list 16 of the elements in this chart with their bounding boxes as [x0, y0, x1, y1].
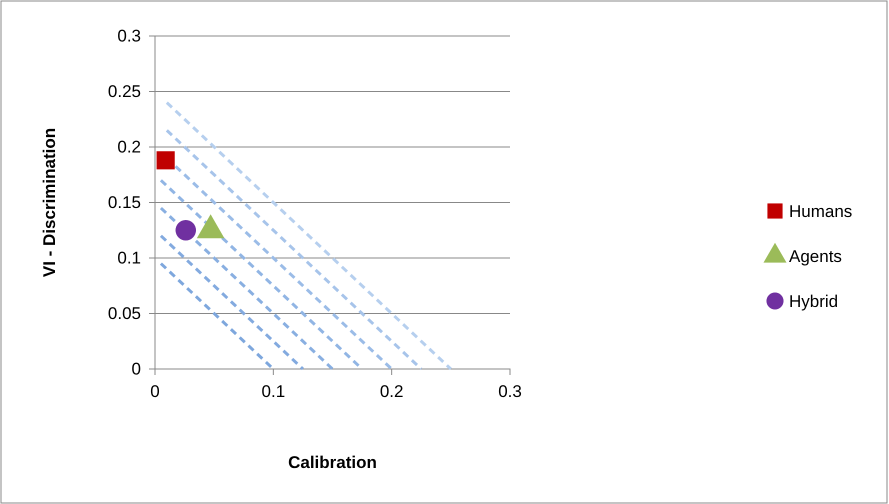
y-tick-label: 0.15 — [108, 192, 141, 212]
x-tick-label: 0.1 — [262, 382, 286, 402]
y-tick-label: 0.25 — [108, 82, 141, 101]
y-tick-label: 0.1 — [117, 248, 141, 268]
y-tick-label: 0 — [132, 359, 141, 378]
x-tick-label: 0.3 — [498, 382, 522, 402]
y-tick-label: 0.2 — [117, 137, 141, 156]
x-tick-label: 0 — [150, 382, 160, 402]
legend-label: Hybrid — [789, 292, 838, 311]
y-tick-label: 0.05 — [108, 304, 141, 323]
y-tick-label: 0.3 — [117, 26, 141, 46]
legend-label: Agents — [789, 247, 842, 266]
x-axis-title: Calibration — [288, 453, 377, 472]
y-axis-title: VI - Discrimination — [40, 128, 59, 278]
x-tick-label: 0.2 — [380, 382, 404, 402]
legend-label: Humans — [789, 202, 852, 221]
